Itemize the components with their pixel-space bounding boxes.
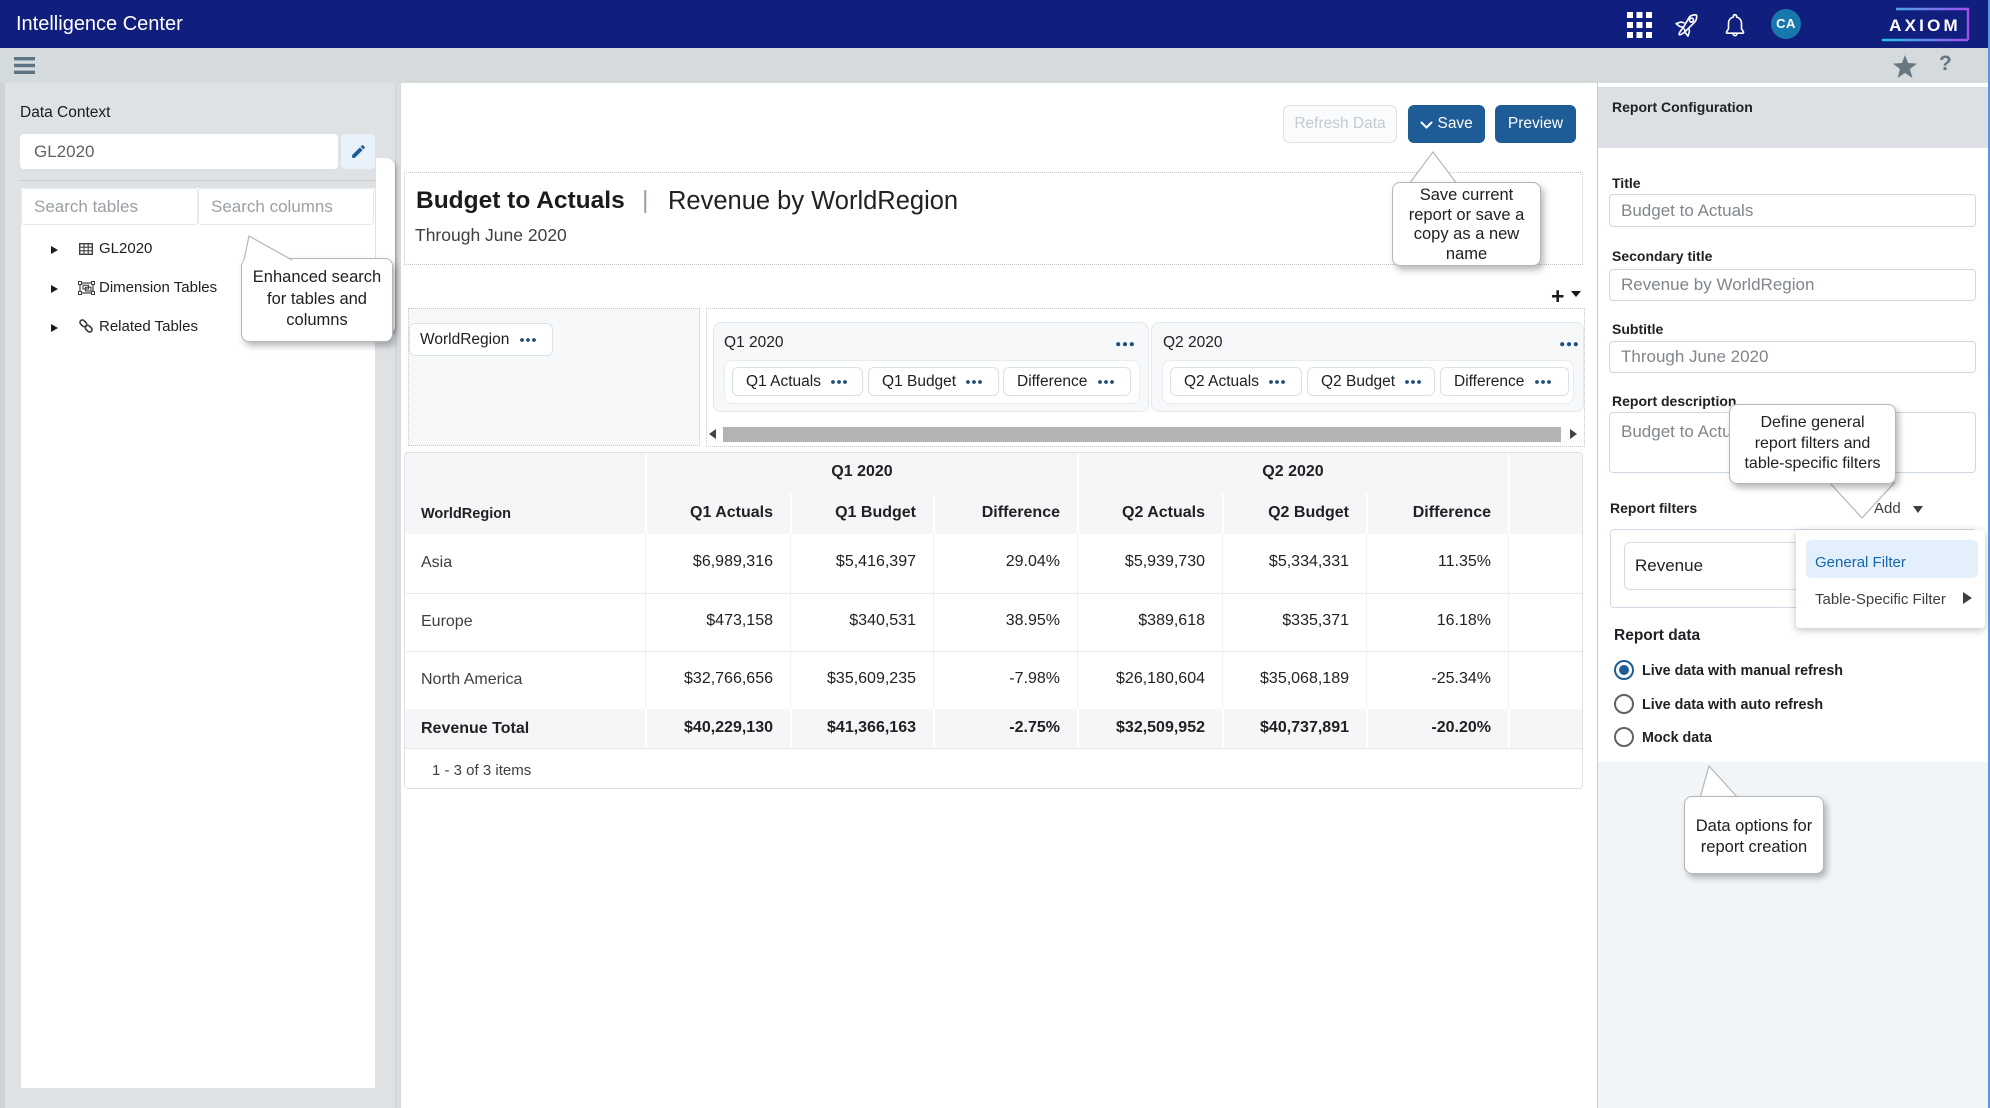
svg-text:AXIOM: AXIOM <box>1889 16 1961 35</box>
